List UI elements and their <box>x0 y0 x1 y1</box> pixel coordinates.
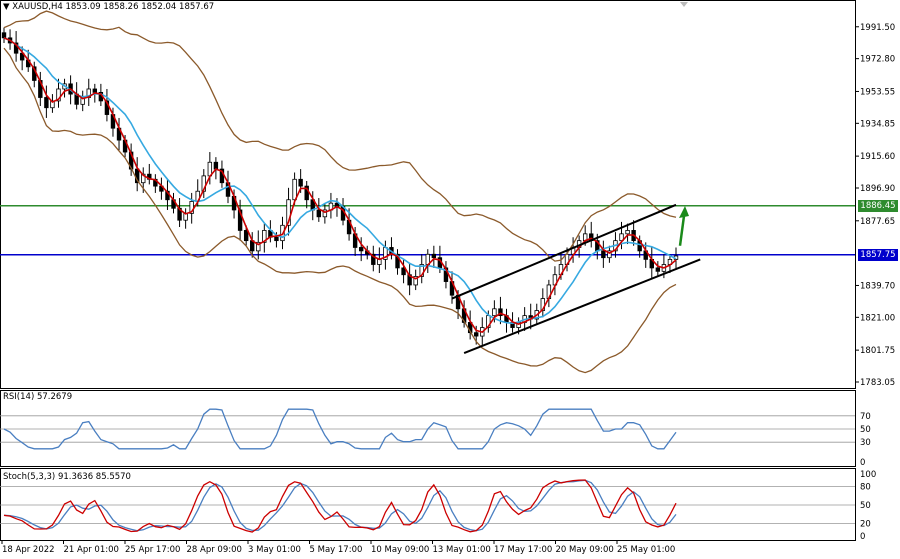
up-arrow-icon <box>679 205 689 218</box>
bollinger-lower <box>3 47 677 374</box>
stoch-level-label: 50 <box>860 501 871 511</box>
stoch-signal-line <box>3 479 677 532</box>
stoch-level-label: 0 <box>860 532 865 542</box>
bollinger-upper <box>3 10 677 262</box>
price-tag-blue: 1857.75 <box>858 248 898 261</box>
candle-body <box>256 241 261 252</box>
candle-body <box>419 264 424 277</box>
time-axis-label: 3 May 01:00 <box>248 545 301 555</box>
candle-body <box>395 253 400 269</box>
price-tick-label: 1783.05 <box>860 378 895 388</box>
price-tick-label: 1972.80 <box>860 55 895 65</box>
candle-body <box>655 267 661 272</box>
rsi-level-label: 70 <box>860 412 871 422</box>
candle-body <box>371 253 376 265</box>
stoch-level-label: 80 <box>860 482 871 492</box>
candle-body <box>1 32 7 39</box>
time-axis-label: 28 Apr 09:00 <box>187 545 242 555</box>
price-tick-label: 1877.65 <box>860 217 895 227</box>
ohlc-values: 1853.09 1858.26 1852.04 1857.67 <box>65 2 215 12</box>
collapse-arrow-icon[interactable]: ▼ <box>3 2 10 12</box>
symbol-label: XAUUSD,H4 <box>12 2 63 12</box>
rsi-line <box>3 408 677 450</box>
stoch-level-label: 20 <box>860 520 871 530</box>
price-tick-label: 1821.00 <box>860 313 895 323</box>
candle-body <box>316 209 322 218</box>
candle-body <box>474 332 479 337</box>
candle-body <box>44 97 49 109</box>
candle-body <box>262 230 267 243</box>
time-axis-label: 21 Apr 01:00 <box>64 545 119 555</box>
rsi-level-label: 0 <box>860 458 865 468</box>
time-axis-label: 20 May 09:00 <box>556 545 614 555</box>
moving-average-slow <box>3 37 677 325</box>
stoch-title: Stoch(5,3,3) 91.3636 85.5570 <box>3 472 131 482</box>
candle-body <box>401 267 406 276</box>
price-tick-label: 1934.85 <box>860 119 895 129</box>
channel-upper-line <box>451 203 677 300</box>
price-tick-label: 1839.70 <box>860 281 895 291</box>
symbol-header: ▼ XAUUSD,H4 1853.09 1858.26 1852.04 1857… <box>3 2 214 12</box>
price-tick-label: 1801.75 <box>860 346 895 356</box>
candle-body <box>243 230 249 242</box>
time-axis-label: 18 Apr 2022 <box>2 545 55 555</box>
candle-body <box>292 178 297 201</box>
candle-body <box>322 209 328 218</box>
time-axis-label: 25 May 01:00 <box>617 545 675 555</box>
chart-shift-icon <box>680 2 688 7</box>
rsi-level-label: 30 <box>860 438 871 448</box>
rsi-title: RSI(14) 57.2679 <box>3 392 73 402</box>
price-tag-green: 1886.45 <box>858 199 898 212</box>
candle-body <box>625 230 630 235</box>
candle-body <box>358 247 364 252</box>
stoch-main-line <box>3 479 677 533</box>
time-axis-label: 10 May 09:00 <box>371 545 429 555</box>
candle-body <box>492 308 497 317</box>
time-axis-label: 17 May 17:00 <box>494 545 552 555</box>
candle-body <box>274 236 279 242</box>
moving-average-fast <box>3 37 677 333</box>
candle-body <box>56 88 61 102</box>
price-tick-label: 1896.90 <box>860 184 895 194</box>
price-tick-label: 1953.55 <box>860 87 895 97</box>
time-axis-label: 5 May 17:00 <box>310 545 363 555</box>
candle-body <box>498 308 503 317</box>
time-axis-label: 13 May 01:00 <box>433 545 491 555</box>
price-tick-label: 1991.50 <box>860 23 895 33</box>
candle-body <box>601 250 606 259</box>
candle-body <box>298 178 303 187</box>
main-pane-border <box>0 0 856 389</box>
rsi-level-label: 50 <box>860 425 871 435</box>
candle-body <box>92 88 98 93</box>
candle-body <box>286 199 291 226</box>
candle-body <box>607 250 612 259</box>
up-arrow-shaft <box>678 215 686 246</box>
time-axis-label: 25 Apr 17:00 <box>125 545 180 555</box>
rsi-pane-border <box>0 390 856 467</box>
candle-body <box>431 253 437 259</box>
candle-body <box>413 276 418 286</box>
channel-lower-line <box>463 258 701 355</box>
price-tick-label: 1915.60 <box>860 152 895 162</box>
candle-body <box>213 161 219 170</box>
stoch-level-label: 100 <box>860 470 876 480</box>
stoch-pane-border <box>0 468 856 541</box>
